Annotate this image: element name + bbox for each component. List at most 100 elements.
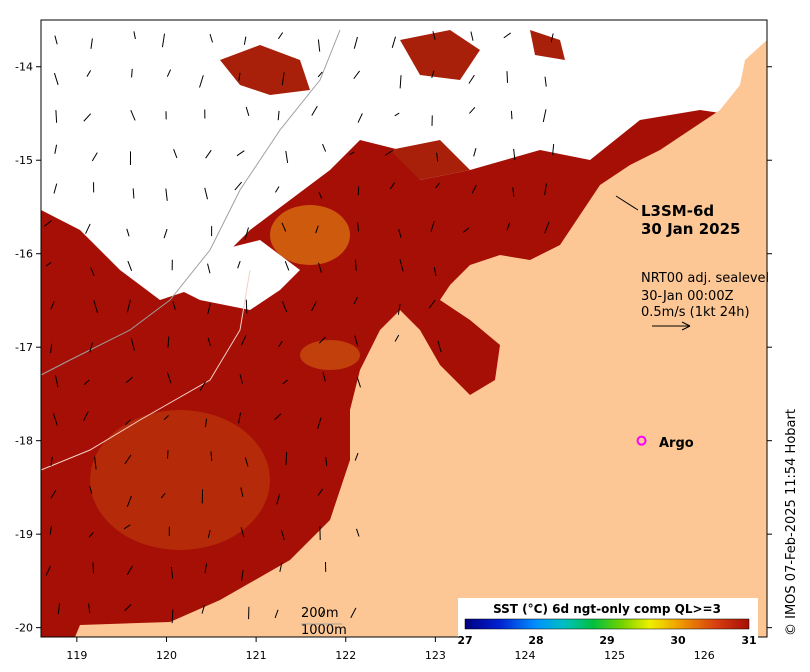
y-tick-label: -19 [15,528,33,541]
current-vector [163,228,168,239]
current-vector [394,112,400,117]
current-vector [244,227,249,240]
current-vector [436,152,439,162]
current-vector [244,457,249,467]
current-vector [397,303,401,315]
current-vector [471,184,477,194]
x-tick-label: 125 [604,649,625,662]
current-vector [318,191,323,199]
current-vector [132,188,135,199]
current-vector [433,267,437,276]
current-vector [91,152,98,162]
current-vector [276,493,281,505]
current-vector [90,38,93,49]
current-vector [391,36,397,48]
current-vector [284,261,290,271]
current-vector [322,372,326,382]
current-vector [322,143,327,152]
current-vector [432,31,436,40]
current-vector [513,148,516,161]
y-tick-label: -18 [15,435,33,448]
current-vector [394,334,400,342]
current-vector [130,109,136,121]
current-vector [201,605,205,614]
current-vector [126,565,133,576]
current-vector [237,260,241,269]
isobath-200-label: 200m [301,606,338,621]
current-vector [325,456,328,466]
current-vector [167,450,169,459]
current-vector [161,33,166,48]
current-vector [245,106,250,116]
current-vector [92,562,95,574]
y-axis: -14 -15 -16 -17 -18 -19 -20 [15,61,772,635]
current-vector [463,227,470,233]
credit-label: © IMOS 07-Feb-2025 11:54 Hobart [784,409,799,636]
current-vector [311,301,317,312]
current-vector [354,335,359,347]
x-tick-label: 122 [335,649,356,662]
current-vector [127,260,133,271]
colorbar-tick-label: 28 [528,634,543,647]
current-vector [83,411,89,422]
current-vector [126,299,131,313]
current-vector [281,301,288,313]
y-tick-label: -17 [15,341,33,354]
current-vector [160,492,166,499]
current-vector [317,39,321,52]
date-label: 30 Jan 2025 [641,220,740,238]
current-vector [506,71,509,83]
current-vector [131,68,133,78]
y-tick-label: -15 [15,154,33,167]
current-vector [274,609,279,619]
current-vector [544,76,547,87]
current-vector [209,33,214,43]
current-vector [93,300,99,314]
current-vector [205,149,212,159]
current-vector [544,183,547,196]
current-vector [86,70,92,77]
current-vector [171,609,174,624]
current-vector [274,413,282,420]
current-vector [55,110,58,123]
current-vector [126,228,130,237]
cloud-gap-patches [220,30,565,180]
isobath-1000-label: 1000m [301,623,347,638]
current-vector [124,454,132,465]
scale-arrow [652,321,691,331]
current-vector [167,336,170,348]
land-area [75,40,767,637]
current-vector [234,181,243,191]
current-vector [311,105,318,116]
current-vector [207,530,211,538]
colorbar-tick-label: 31 [741,634,756,647]
current-vector [125,376,133,384]
current-vector [318,262,322,273]
current-vector [204,563,208,574]
current-vector [274,186,280,193]
x-tick-label: 124 [515,649,536,662]
current-vector [53,183,58,194]
current-vector [281,222,287,232]
current-vector [88,603,91,614]
argo-label: Argo [659,436,694,451]
current-vector [280,530,285,541]
current-vector [354,452,359,461]
current-vector [277,32,284,40]
current-vector [350,607,357,619]
current-vector [173,148,178,159]
current-vector [282,379,288,385]
current-vector [238,412,242,424]
current-vector [357,222,360,232]
current-vector [207,303,211,314]
current-vector [166,372,172,384]
current-vector [279,562,283,572]
current-vector [240,487,244,497]
sst-warm-patches [90,131,360,550]
current-vector [281,72,285,86]
x-tick-label: 121 [246,649,267,662]
current-vector [319,609,325,617]
current-vector [353,36,358,49]
current-vector [356,376,361,388]
current-vector [204,187,208,200]
